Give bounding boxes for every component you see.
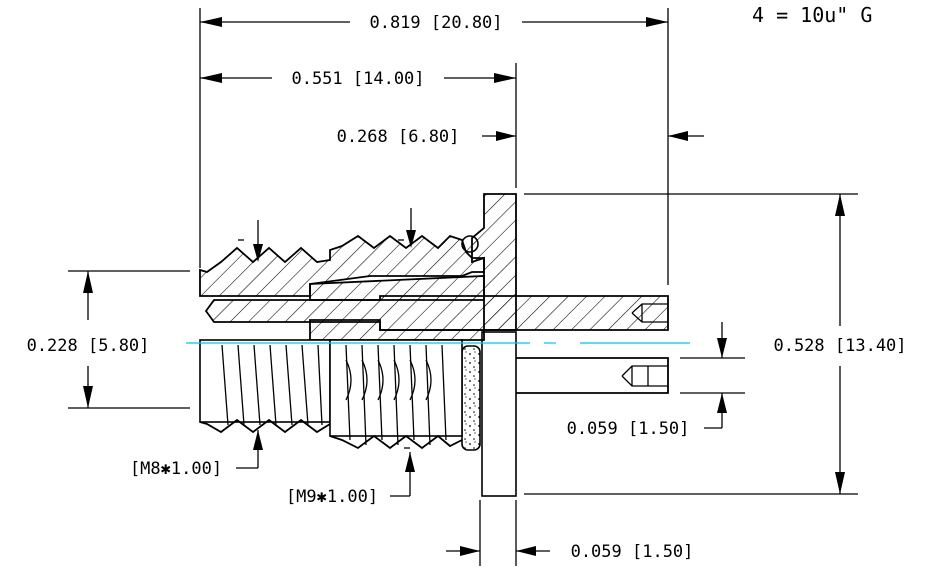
dimension-flange-thickness: 0.059 [1.50] — [446, 542, 693, 562]
plating-note: 4 = 10u" G — [752, 3, 872, 27]
center-pin — [204, 295, 669, 331]
callout-thread-m9: [M9✱1.00] — [286, 452, 415, 507]
threaded-body-exterior — [199, 339, 463, 450]
dimension-body-length: 0.551 [14.00] — [200, 69, 516, 89]
dimension-flange-offset: 0.268 [6.80] — [337, 127, 704, 147]
callout-thread-m8: [M8✱1.00] — [130, 430, 263, 479]
threaded-body-section — [199, 234, 485, 341]
thread-markers — [238, 208, 416, 449]
lower-pin — [516, 357, 669, 394]
dim-flange-offset-label: 0.268 [6.80] — [337, 127, 460, 147]
dim-flange-height-label: 0.528 [13.40] — [773, 336, 906, 356]
dim-flange-thickness-label: 0.059 [1.50] — [571, 542, 694, 562]
dim-body-length-label: 0.551 [14.00] — [291, 69, 424, 89]
callout-thread-m8-label: [M8✱1.00] — [130, 459, 222, 479]
dim-pin-offset-label: 0.059 [1.50] — [567, 419, 690, 439]
dimension-pin-offset: 0.059 [1.50] — [567, 322, 727, 439]
dim-thread-diameter-label: 0.228 [5.80] — [27, 336, 150, 356]
dim-overall-length-label: 0.819 [20.80] — [369, 13, 502, 33]
flange — [471, 193, 517, 497]
callout-thread-m9-label: [M9✱1.00] — [286, 487, 378, 507]
dimension-flange-height: 0.528 [13.40] — [773, 194, 907, 494]
dimension-thread-diameter: 0.228 [5.80] — [27, 271, 150, 408]
dimension-overall-length: 0.819 [20.80] — [200, 13, 668, 33]
